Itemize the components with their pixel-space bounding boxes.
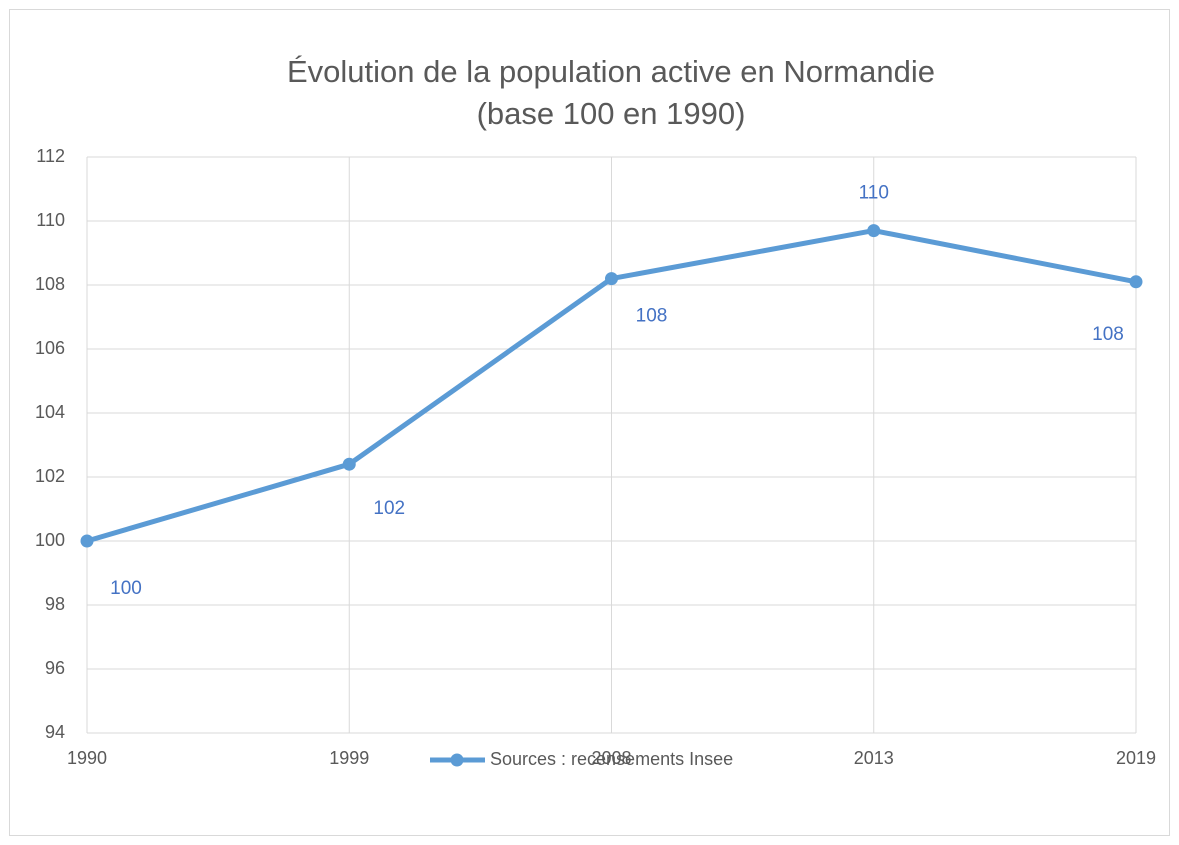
data-label: 102: [373, 498, 405, 519]
x-tick-label: 1999: [329, 748, 369, 768]
y-tick-label: 98: [45, 594, 65, 614]
data-point: [605, 272, 618, 286]
y-tick-label: 102: [35, 466, 65, 486]
data-label: 100: [110, 578, 142, 599]
y-tick-label: 104: [35, 402, 65, 422]
y-tick-label: 110: [36, 210, 65, 230]
x-tick-label: 2008: [591, 748, 631, 768]
legend-marker: [450, 753, 464, 767]
data-point: [342, 457, 356, 471]
chart-border: [9, 9, 1170, 836]
data-label: 108: [1092, 324, 1124, 345]
chart-subtitle: (base 100 en 1990): [477, 96, 746, 131]
data-point: [867, 224, 881, 238]
y-tick-label: 100: [35, 530, 65, 550]
data-point: [80, 534, 94, 548]
data-label: 110: [859, 183, 889, 204]
data-point: [1129, 275, 1143, 289]
chart-title: Évolution de la population active en Nor…: [287, 54, 935, 89]
y-tick-label: 96: [45, 658, 65, 678]
x-tick-label: 1990: [67, 748, 107, 768]
y-tick-label: 112: [36, 146, 65, 166]
legend-label: Sources : recensements Insee: [490, 749, 733, 769]
y-tick-label: 94: [45, 722, 65, 742]
x-tick-label: 2019: [1116, 748, 1156, 768]
y-tick-label: 106: [35, 338, 65, 358]
y-tick-label: 108: [35, 274, 65, 294]
data-label: 108: [636, 306, 668, 327]
x-tick-label: 2013: [854, 748, 894, 768]
